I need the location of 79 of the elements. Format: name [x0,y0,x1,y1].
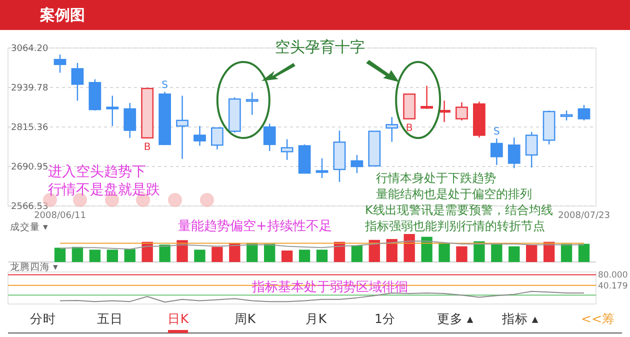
text: 1分 [374,311,396,326]
candlestick [560,110,573,122]
candlestick [280,138,294,161]
bar [159,244,170,262]
candlestick [194,125,206,146]
text: 分时 [30,311,56,326]
text: 月K [305,311,328,326]
bar [526,244,538,262]
bar [404,234,415,262]
bar [316,250,328,262]
text: 指标强弱也能判别行情的转折节点 [364,219,545,233]
bar [72,246,84,262]
annotation: K线出现警讯是需要预警，结合均线 [365,203,553,217]
y-tick-label: 3064.20 [11,44,48,54]
bar [474,241,485,262]
bar [421,236,432,262]
bar [212,246,223,262]
y-tick-label: 2939.78 [11,84,48,94]
annotation: B [406,122,413,134]
bar [89,250,101,262]
candlestick [71,62,84,102]
bar [578,244,590,262]
y-tick-label: 80.000 [598,270,628,281]
bar [386,239,398,262]
candlestick [578,104,590,122]
text: 五日 [97,311,123,326]
annotation: 行情不是盘就是跌 [48,182,160,198]
bar [508,246,520,262]
annotation: S [162,80,168,91]
bar [54,248,66,262]
chart-title: 龙腾四海 ▾ [10,261,58,273]
candlestick [525,131,538,168]
annotation: 进入空头趋势下 [48,164,146,180]
y-tick-label: 40.179 [598,281,628,292]
y-tick-label: 2566.53 [11,202,48,212]
text: 更多 ▴ [436,311,474,326]
text: 周K [234,311,256,326]
bar [368,240,380,262]
bar [124,249,136,262]
text: 日K [167,311,190,326]
bar [438,242,450,262]
candlestick [456,102,468,122]
annotation: 量能趋势偏空+持续性不足 [178,219,332,234]
candlestick [246,92,258,116]
candlestick [211,127,224,150]
text: <<筹 [581,311,615,326]
y-tick-label: 2690.95 [11,162,48,173]
chart-title: 案例图 [39,6,85,24]
candlestick [124,102,136,138]
candlestick [176,95,188,160]
text: 指标 ▴ [500,311,539,326]
candlestick [350,154,364,174]
x-tick-label: 2008/06/11 [34,211,86,221]
bar [456,246,468,262]
bar [281,250,293,262]
candlestick [316,158,328,179]
annotation: B [144,142,151,153]
annotation: S [493,126,500,138]
bar [106,250,118,262]
y-tick-label: 2815.36 [11,123,48,134]
annotation: 空头孕育十字 [275,38,365,56]
candlestick [420,85,433,110]
chart-title: 成交量 ▾ [10,221,48,233]
candlestick [54,54,66,74]
candlestick [386,116,398,142]
bar [351,245,363,262]
bar [298,250,310,262]
annotation: 量能结构也是处于偏空的排列 [376,187,532,201]
bar [560,244,572,262]
candlestick [508,136,520,169]
x-tick-label: 2008/07/23 [558,211,610,221]
candlestick [106,95,119,127]
bar [264,244,276,262]
bar [194,250,206,262]
candlestick [490,138,503,166]
candlestick [263,123,276,152]
bar [176,240,188,262]
annotation: 行情本身处于下跌趋势 [376,171,496,185]
bar [491,244,502,262]
